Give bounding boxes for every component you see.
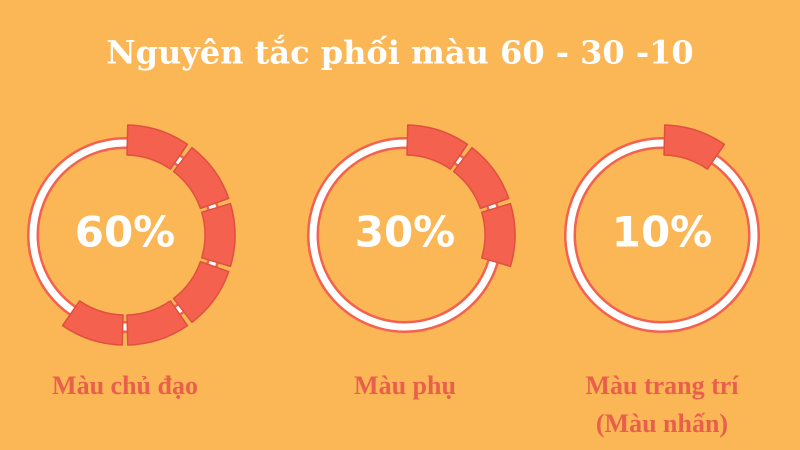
gauge-segment (663, 124, 726, 170)
gauge-ring-inner (566, 139, 758, 331)
gauge-value-label: 30% (355, 208, 456, 257)
gauge-value-label: 60% (75, 208, 176, 257)
gauge-value (406, 124, 516, 268)
gauge-caption: Màu chủ đạo (52, 371, 198, 400)
gauge-segment (126, 300, 189, 346)
title: Nguyên tắc phối màu 60 - 30 -10 (106, 34, 693, 72)
gauge-segment (126, 124, 189, 170)
gauge-segment (200, 202, 236, 268)
gauge-segment (172, 260, 230, 324)
gauge-segment (61, 300, 124, 346)
gauge-segment (406, 124, 469, 170)
gauge-segment (452, 146, 510, 210)
gauge-caption: (Màu nhấn) (596, 409, 728, 438)
gauge-segment (480, 202, 516, 268)
gauge-value (61, 124, 236, 346)
gauge-caption: Màu trang trí (585, 371, 739, 400)
gauge-value (663, 124, 726, 170)
gauge-segment (172, 146, 230, 210)
gauge-caption: Màu phụ (354, 371, 456, 400)
gauge-value-label: 10% (612, 208, 713, 257)
